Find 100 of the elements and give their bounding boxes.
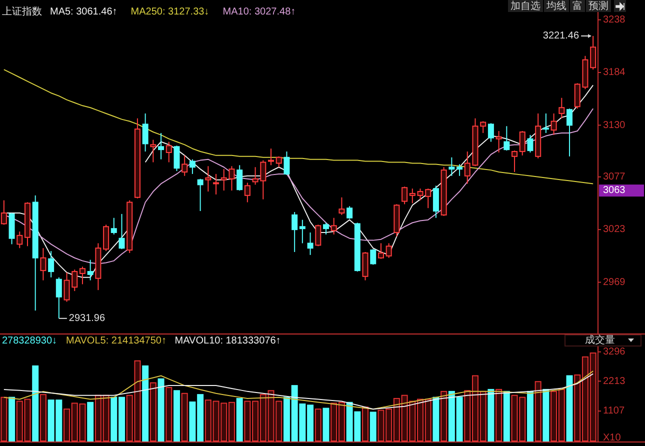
candlestick [527,134,534,153]
candlestick [40,248,46,281]
candlestick [79,266,86,285]
candlestick [142,112,148,152]
text: MA5: 3061.46↑ [50,6,118,18]
candlestick [110,217,117,235]
candlestick [480,120,486,134]
bar [322,408,330,442]
text: MAVOL10: 181333076↑ [174,336,281,347]
text: MA10: 3027.48↑ [222,6,296,18]
candlestick [205,166,212,192]
y-tick-label: 3130 [603,120,626,131]
candlestick [386,242,392,258]
y-tick-label: 2969 [603,276,626,288]
bar [158,378,164,442]
y-tick-label: 3238 [603,14,626,26]
candlestick [150,139,156,163]
candlestick [87,259,94,281]
bar [181,392,188,442]
candlestick [0,200,7,226]
bar [0,396,8,442]
candlestick [276,156,282,168]
candlestick [166,141,172,163]
value-tag: 3063 [599,184,644,197]
candlestick [512,150,518,173]
candlestick [378,242,384,260]
candlestick [496,130,502,153]
candlestick [182,154,188,176]
candlestick [338,196,345,216]
candlestick [456,164,463,176]
candlestick [566,108,573,157]
annotation: 3221.46 [542,30,580,42]
candlestick [542,112,549,134]
candlestick [158,132,164,160]
bar [566,375,573,442]
bar [32,365,39,442]
candlestick [284,151,290,176]
text: MA250: 3127.33↓ [130,6,210,18]
candlestick [56,276,62,319]
annotation: 2931.96 [68,313,106,324]
bar [142,365,149,442]
candlestick [550,112,557,136]
candlestick [118,213,125,250]
candlestick [409,188,416,204]
bar [40,394,46,442]
bar [503,390,510,442]
bar [8,396,16,442]
candlestick [402,186,408,205]
annotation: 预测 [588,0,608,12]
bar [173,390,180,442]
chart-title: 278328930↓ [2,336,58,347]
candlestick [48,250,54,278]
candlestick [370,248,376,266]
candlestick [16,231,23,249]
bar [496,388,502,442]
candlestick [448,156,455,176]
candlestick [322,222,329,235]
candlestick [268,148,274,166]
candlestick [558,97,565,119]
bar [87,402,94,442]
bar [362,406,369,442]
button: 加自选 [508,0,543,12]
y-axis-title: X10 [603,432,622,444]
dropdown-field: 成交量 [564,334,642,346]
line-series [3,69,594,184]
text: MAVOL5: 214134750↑ [66,336,166,347]
bar [432,396,440,442]
candlestick [519,130,526,156]
candlestick [362,252,368,281]
candlestick [213,173,220,195]
bar [542,388,550,442]
candlestick [174,145,180,172]
button: 预测 [586,0,611,12]
bar [314,408,322,442]
candlestick [103,224,110,252]
chart-title: 上证指数 [2,6,42,18]
bar [526,390,534,442]
candlestick [488,122,494,142]
candlestick [504,126,510,152]
bar [166,387,172,442]
bar [150,382,156,442]
y-tick-label: 1107 [603,406,625,417]
button: 富 [570,0,585,12]
bar [440,390,448,442]
candlestick [432,185,439,218]
candlestick [346,206,353,220]
candlestick [236,164,243,192]
y-tick-label: 3184 [603,67,626,78]
annotation: 成交量 [585,334,615,346]
bar [370,412,376,442]
bar [534,381,542,442]
button: 均线 [544,0,569,12]
candlestick [197,178,204,212]
bar [236,398,243,442]
candlestick [189,158,196,174]
candlestick [307,232,314,256]
y-tick-label: 3296 [603,346,626,358]
candlestick [315,224,322,247]
candlestick [299,219,306,244]
candlestick [330,217,337,235]
